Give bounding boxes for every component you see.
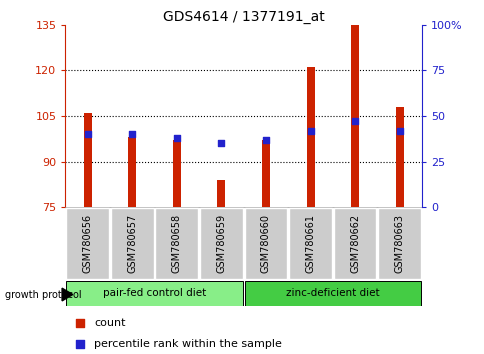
Bar — [172, 140, 181, 207]
Text: GSM780660: GSM780660 — [260, 214, 271, 273]
Text: GSM780658: GSM780658 — [171, 214, 182, 273]
FancyBboxPatch shape — [111, 208, 153, 279]
Point — [261, 137, 269, 142]
Point — [128, 131, 136, 137]
Bar — [395, 107, 403, 207]
Polygon shape — [62, 288, 73, 301]
Point — [84, 131, 91, 137]
Text: growth protocol: growth protocol — [5, 290, 81, 299]
Text: count: count — [94, 318, 125, 328]
Point — [76, 341, 83, 347]
FancyBboxPatch shape — [244, 208, 287, 279]
FancyBboxPatch shape — [378, 208, 420, 279]
Point — [173, 135, 181, 141]
Title: GDS4614 / 1377191_at: GDS4614 / 1377191_at — [163, 10, 324, 24]
FancyBboxPatch shape — [333, 208, 376, 279]
Text: GSM780659: GSM780659 — [216, 214, 226, 273]
Text: percentile rank within the sample: percentile rank within the sample — [94, 339, 281, 349]
Text: GSM780656: GSM780656 — [83, 214, 92, 273]
Text: GSM780662: GSM780662 — [349, 214, 359, 273]
Point — [395, 128, 403, 133]
Text: GSM780663: GSM780663 — [394, 214, 404, 273]
Bar — [350, 25, 358, 207]
Bar — [217, 180, 225, 207]
Text: GSM780661: GSM780661 — [305, 214, 315, 273]
Point — [217, 141, 225, 146]
Text: pair-fed control diet: pair-fed control diet — [103, 289, 206, 298]
FancyBboxPatch shape — [288, 208, 331, 279]
Bar — [306, 67, 314, 207]
Bar — [84, 113, 91, 207]
Point — [350, 119, 358, 124]
FancyBboxPatch shape — [244, 281, 420, 306]
FancyBboxPatch shape — [66, 208, 109, 279]
Text: GSM780657: GSM780657 — [127, 214, 137, 273]
FancyBboxPatch shape — [66, 281, 242, 306]
Text: zinc-deficient diet: zinc-deficient diet — [286, 289, 379, 298]
Bar — [261, 140, 270, 207]
Bar — [128, 137, 136, 207]
Point — [76, 320, 83, 326]
Point — [306, 128, 314, 133]
FancyBboxPatch shape — [155, 208, 198, 279]
FancyBboxPatch shape — [199, 208, 242, 279]
